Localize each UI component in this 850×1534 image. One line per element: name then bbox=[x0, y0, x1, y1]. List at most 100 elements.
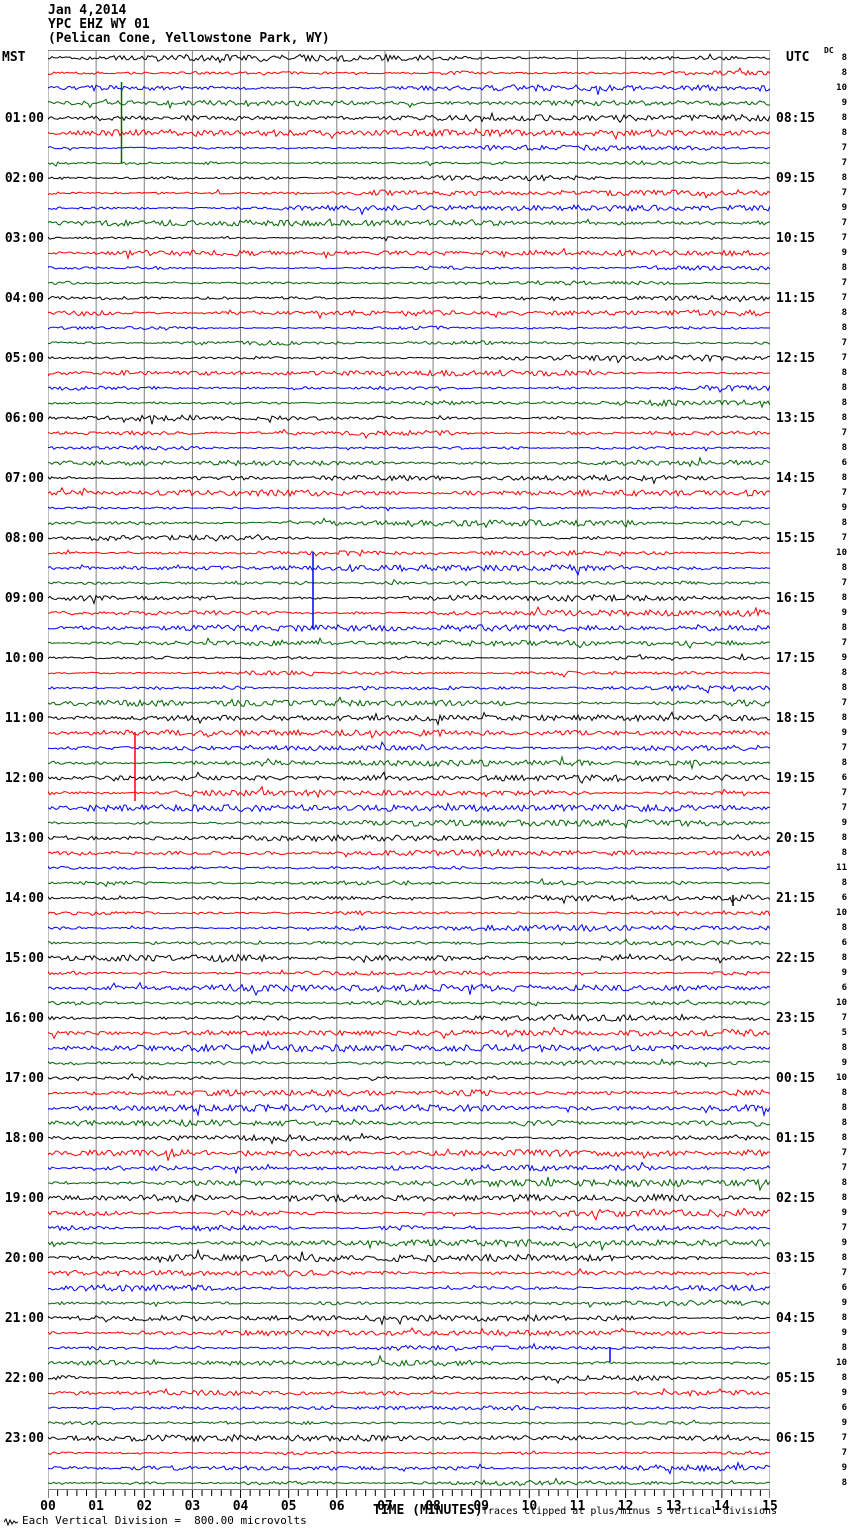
mst-hour-label: 11:00 bbox=[4, 711, 44, 726]
dc-value: 8 bbox=[841, 323, 847, 333]
trace-row bbox=[48, 325, 770, 331]
trace-row bbox=[48, 98, 770, 110]
dc-value: 5 bbox=[841, 1028, 847, 1038]
mst-hour-label: 20:00 bbox=[4, 1251, 44, 1266]
dc-value: 9 bbox=[841, 98, 847, 108]
trace-row bbox=[48, 741, 770, 752]
x-axis-minute-label: 12 bbox=[617, 1499, 634, 1514]
utc-hour-label: 12:15 bbox=[776, 351, 816, 366]
trace-row bbox=[48, 669, 770, 678]
trace-row bbox=[48, 235, 770, 242]
dc-value: 9 bbox=[841, 608, 847, 618]
trace-row bbox=[48, 952, 770, 964]
trace-row bbox=[48, 1327, 770, 1338]
trace-row bbox=[48, 111, 770, 124]
dc-value: 6 bbox=[841, 1283, 847, 1293]
x-axis-minute-label: 10 bbox=[521, 1499, 538, 1514]
title-date: Jan 4,2014 bbox=[48, 3, 127, 18]
trace-row bbox=[48, 67, 770, 77]
x-axis-minute-label: 01 bbox=[88, 1499, 104, 1514]
trace-row bbox=[48, 1039, 770, 1055]
title-location: (Pelican Cone, Yellowstone Park, WY) bbox=[48, 31, 330, 46]
dc-value: 8 bbox=[841, 113, 847, 123]
utc-hour-label: 16:15 bbox=[776, 591, 816, 606]
dc-value: 8 bbox=[841, 1253, 847, 1263]
dc-value: 11 bbox=[836, 863, 847, 873]
utc-hour-label: 04:15 bbox=[776, 1311, 816, 1326]
dc-value: 8 bbox=[841, 53, 847, 63]
trace-row bbox=[48, 923, 770, 933]
mst-hour-label: 13:00 bbox=[4, 831, 44, 846]
trace-row bbox=[48, 127, 770, 141]
trace-row bbox=[48, 1176, 770, 1192]
dc-value: 10 bbox=[836, 908, 847, 918]
dc-value: 9 bbox=[841, 1238, 847, 1248]
trace-row bbox=[48, 1147, 770, 1161]
dc-value: 7 bbox=[841, 1268, 847, 1278]
trace-row bbox=[48, 473, 770, 485]
dc-value: 9 bbox=[841, 1298, 847, 1308]
utc-hour-label: 01:15 bbox=[776, 1131, 816, 1146]
dc-value: 8 bbox=[841, 713, 847, 723]
dc-value: 8 bbox=[841, 1043, 847, 1053]
mst-hour-label: 17:00 bbox=[4, 1071, 44, 1086]
trace-row bbox=[48, 218, 770, 227]
dc-value: 8 bbox=[841, 1118, 847, 1128]
trace-row bbox=[48, 578, 770, 587]
dc-value: 8 bbox=[841, 68, 847, 78]
trace-row bbox=[48, 368, 770, 378]
trace-row bbox=[48, 1192, 770, 1204]
trace-row bbox=[48, 1013, 770, 1023]
trace-row bbox=[48, 279, 770, 286]
trace-row bbox=[48, 1057, 770, 1068]
trace-row bbox=[48, 1433, 770, 1443]
utc-hour-label: 22:15 bbox=[776, 951, 816, 966]
trace-row bbox=[48, 865, 770, 872]
dc-value: 7 bbox=[841, 428, 847, 438]
dc-value: 7 bbox=[841, 143, 847, 153]
dc-value: 7 bbox=[841, 1148, 847, 1158]
dc-value: 8 bbox=[841, 308, 847, 318]
dc-value: 7 bbox=[841, 488, 847, 498]
trace-row bbox=[48, 593, 770, 606]
dc-value: 8 bbox=[841, 848, 847, 858]
dc-value: 10 bbox=[836, 998, 847, 1008]
dc-value: 8 bbox=[841, 518, 847, 528]
x-axis-minute-label: 00 bbox=[40, 1499, 56, 1514]
mst-hour-label: 08:00 bbox=[4, 531, 44, 546]
utc-hour-label: 23:15 bbox=[776, 1011, 816, 1026]
trace-row bbox=[48, 938, 770, 946]
trace-row bbox=[48, 204, 770, 216]
trace-row bbox=[48, 1118, 770, 1128]
utc-hour-label: 09:15 bbox=[776, 171, 816, 186]
x-axis-minute-label: 11 bbox=[569, 1499, 586, 1514]
dc-value: 8 bbox=[841, 1343, 847, 1353]
dc-value: 9 bbox=[841, 248, 847, 258]
dc-value: 7 bbox=[841, 338, 847, 348]
utc-hour-label: 18:15 bbox=[776, 711, 816, 726]
trace-row bbox=[48, 1404, 770, 1412]
x-axis-title: TIME (MINUTES) bbox=[373, 1503, 483, 1518]
dc-value: 8 bbox=[841, 1088, 847, 1098]
trace-row bbox=[48, 710, 770, 727]
mst-hour-label: 01:00 bbox=[4, 111, 44, 126]
dc-value: 6 bbox=[841, 458, 847, 468]
mst-hour-label: 23:00 bbox=[4, 1431, 44, 1446]
dc-value: 7 bbox=[841, 533, 847, 543]
trace-row bbox=[48, 1267, 770, 1277]
mst-hour-label: 05:00 bbox=[4, 351, 44, 366]
utc-hour-label: 17:15 bbox=[776, 651, 816, 666]
dc-value: 8 bbox=[841, 833, 847, 843]
dc-value: 7 bbox=[841, 1163, 847, 1173]
x-axis-minute-label: 06 bbox=[328, 1499, 345, 1514]
trace-row bbox=[48, 771, 770, 784]
dc-value: 7 bbox=[841, 1448, 847, 1458]
trace-row bbox=[48, 1088, 770, 1098]
mst-hour-label: 22:00 bbox=[4, 1371, 44, 1386]
utc-hour-label: 19:15 bbox=[776, 771, 816, 786]
seismogram-plot bbox=[48, 50, 770, 1490]
dc-value: 6 bbox=[841, 983, 847, 993]
dc-value: 8 bbox=[841, 128, 847, 138]
mst-hour-label: 09:00 bbox=[4, 591, 44, 606]
trace-row bbox=[48, 247, 770, 261]
